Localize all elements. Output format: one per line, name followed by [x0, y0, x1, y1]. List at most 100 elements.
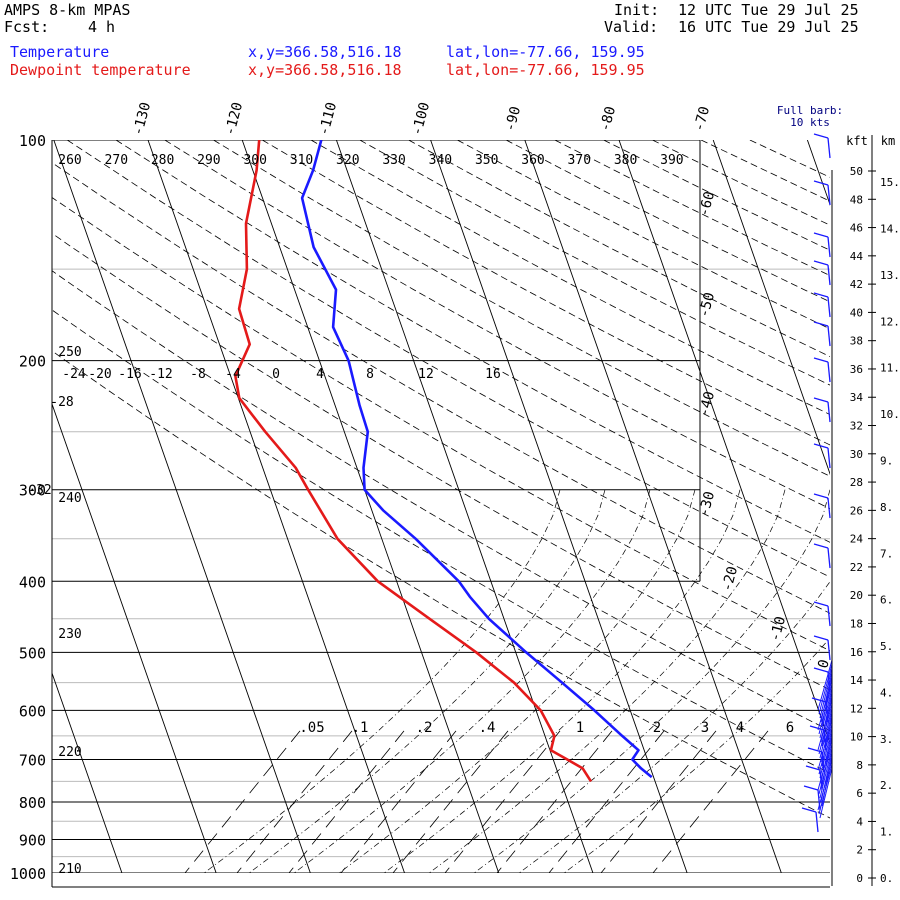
pressure-tick-label: 700 [19, 751, 46, 769]
kft-tick-label: 32 [850, 420, 863, 433]
barb-key-line1: Full barb: [777, 104, 843, 117]
dewpoint-profile-line [234, 140, 593, 783]
wind-barb [827, 605, 831, 627]
theta-tick-label: 340 [429, 153, 452, 168]
mixing-ratio-line [600, 730, 717, 873]
dry-adiabat-line [52, 309, 830, 774]
pressure-tick-label: 100 [19, 132, 46, 150]
isotherm-tick-label: -30 [696, 490, 718, 519]
mixing-ratio-line [236, 730, 353, 873]
wind-barb-flag [801, 807, 817, 813]
moist-adiabat-line [338, 489, 696, 873]
wind-barb-flag [813, 635, 829, 641]
km-tick-label: 15. [880, 176, 900, 189]
theta-tick-label: 330 [382, 153, 405, 168]
dry-adiabat-line [52, 197, 830, 652]
isotherm-tick-label: -100 [409, 101, 433, 138]
mixing-ratio-line [340, 730, 457, 873]
theta-e-label: 4 [316, 367, 324, 382]
legend-temperature-xy: x,y=366.58,516.18 [248, 43, 402, 61]
kft-tick-label: 14 [850, 674, 864, 687]
theta-tick-label: 310 [290, 153, 313, 168]
wind-barb-flag [813, 260, 829, 266]
wind-barb-flag [813, 667, 829, 673]
valid-label: Valid: [604, 18, 659, 36]
km-tick-label: 3. [880, 733, 893, 746]
wind-barb [827, 497, 831, 519]
moist-adiabat-line [563, 637, 830, 873]
km-tick-label: 5. [880, 640, 893, 653]
isotherm-tick-label: -10 [767, 615, 789, 644]
theta-tick-label: 270 [105, 153, 128, 168]
km-tick-label: 0. [880, 872, 893, 885]
wind-barb-dense [819, 667, 833, 719]
dry-adiabat-line [554, 140, 830, 277]
pressure-tick-label: 600 [19, 702, 46, 720]
kft-tick-label: 2 [856, 844, 863, 857]
isotherm-line [53, 140, 311, 873]
wind-barb [827, 447, 831, 469]
theta-e-label: 0 [272, 367, 280, 382]
theta-side-label: 240 [58, 491, 81, 506]
dry-adiabat-line [52, 162, 830, 614]
init-value: 12 UTC Tue 29 Jul 25 [678, 1, 859, 19]
theta-tick-label: 300 [243, 153, 266, 168]
wind-barb-dense [819, 767, 833, 819]
km-tick-label: 10. [880, 408, 900, 421]
wind-barb-flag [813, 357, 829, 363]
isotherm-tick-label: -60 [696, 190, 718, 219]
kft-tick-label: 44 [850, 250, 864, 263]
km-tick-label: 13. [880, 269, 900, 282]
wind-barb [827, 325, 831, 347]
valid-value: 16 UTC Tue 29 Jul 25 [678, 18, 859, 36]
kft-tick-label: 8 [856, 759, 863, 772]
pressure-tick-label: 800 [19, 794, 46, 812]
plot-area [52, 140, 830, 873]
pressure-tick-label: 200 [19, 353, 46, 371]
pressure-tick-label: 400 [19, 573, 46, 591]
wind-barb-flag [813, 133, 829, 139]
wind-barb-flag [813, 543, 829, 549]
legend-dewpoint-latlon: lat,lon=-77.66, 159.95 [446, 61, 645, 79]
dry-adiabat-line [164, 140, 830, 510]
moist-adiabat-line [518, 581, 830, 873]
mixing-ratio-line [288, 730, 405, 873]
wind-barb-flag [813, 180, 829, 186]
mixing-ratio-line [184, 730, 301, 873]
km-tick-label: 8. [880, 501, 893, 514]
km-tick-label: 1. [880, 826, 893, 839]
dry-adiabat-line [115, 140, 830, 543]
moist-adiabat-line [293, 489, 651, 873]
wind-barb-dense [817, 679, 833, 731]
temperature-profile-line [300, 140, 653, 779]
kft-tick-label: 18 [850, 617, 863, 630]
kft-tick-label: 50 [850, 165, 863, 178]
wind-barb-dense [819, 727, 833, 779]
wind-barb-dense [818, 663, 833, 715]
mixing-ratio-label: 1 [576, 720, 584, 736]
kft-tick-label: 26 [850, 504, 863, 517]
mixing-ratio-label: 6 [786, 720, 794, 736]
moist-adiabat-line [473, 489, 830, 873]
wind-barb-flag [813, 443, 829, 449]
barb-key-line2: 10 kts [790, 116, 830, 129]
theta-e-label: -28 [50, 395, 73, 410]
mixing-ratio-line [652, 730, 769, 873]
dry-adiabat-line [359, 140, 830, 386]
theta-side-label: 220 [58, 745, 81, 760]
km-tick-label: 14. [880, 223, 900, 236]
legend-temperature: Temperature [10, 43, 110, 61]
dry-adiabat-line [262, 140, 830, 446]
theta-e-label: -24 [62, 367, 86, 382]
wind-barb-flag [813, 397, 829, 403]
theta-tick-label: 360 [521, 153, 544, 168]
isotherm-line [712, 140, 830, 476]
theta-e-label: -4 [225, 367, 241, 382]
theta-e-label: -32 [28, 483, 51, 498]
kft-tick-label: 0 [856, 872, 863, 885]
kft-tick-label: 30 [850, 448, 863, 461]
theta-tick-label: 390 [660, 153, 683, 168]
kft-tick-label: 40 [850, 306, 863, 319]
theta-side-label: 210 [58, 862, 81, 877]
wind-barb-flag [813, 232, 829, 238]
